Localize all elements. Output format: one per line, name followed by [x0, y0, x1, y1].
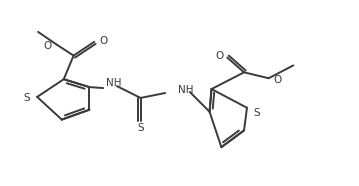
Text: S: S: [254, 108, 261, 118]
Text: S: S: [137, 124, 144, 134]
Text: S: S: [24, 93, 30, 103]
Text: O: O: [99, 36, 107, 46]
Text: NH: NH: [178, 85, 194, 95]
Text: O: O: [215, 51, 223, 61]
Text: O: O: [274, 75, 282, 85]
Text: O: O: [44, 41, 52, 51]
Text: NH: NH: [106, 78, 122, 88]
